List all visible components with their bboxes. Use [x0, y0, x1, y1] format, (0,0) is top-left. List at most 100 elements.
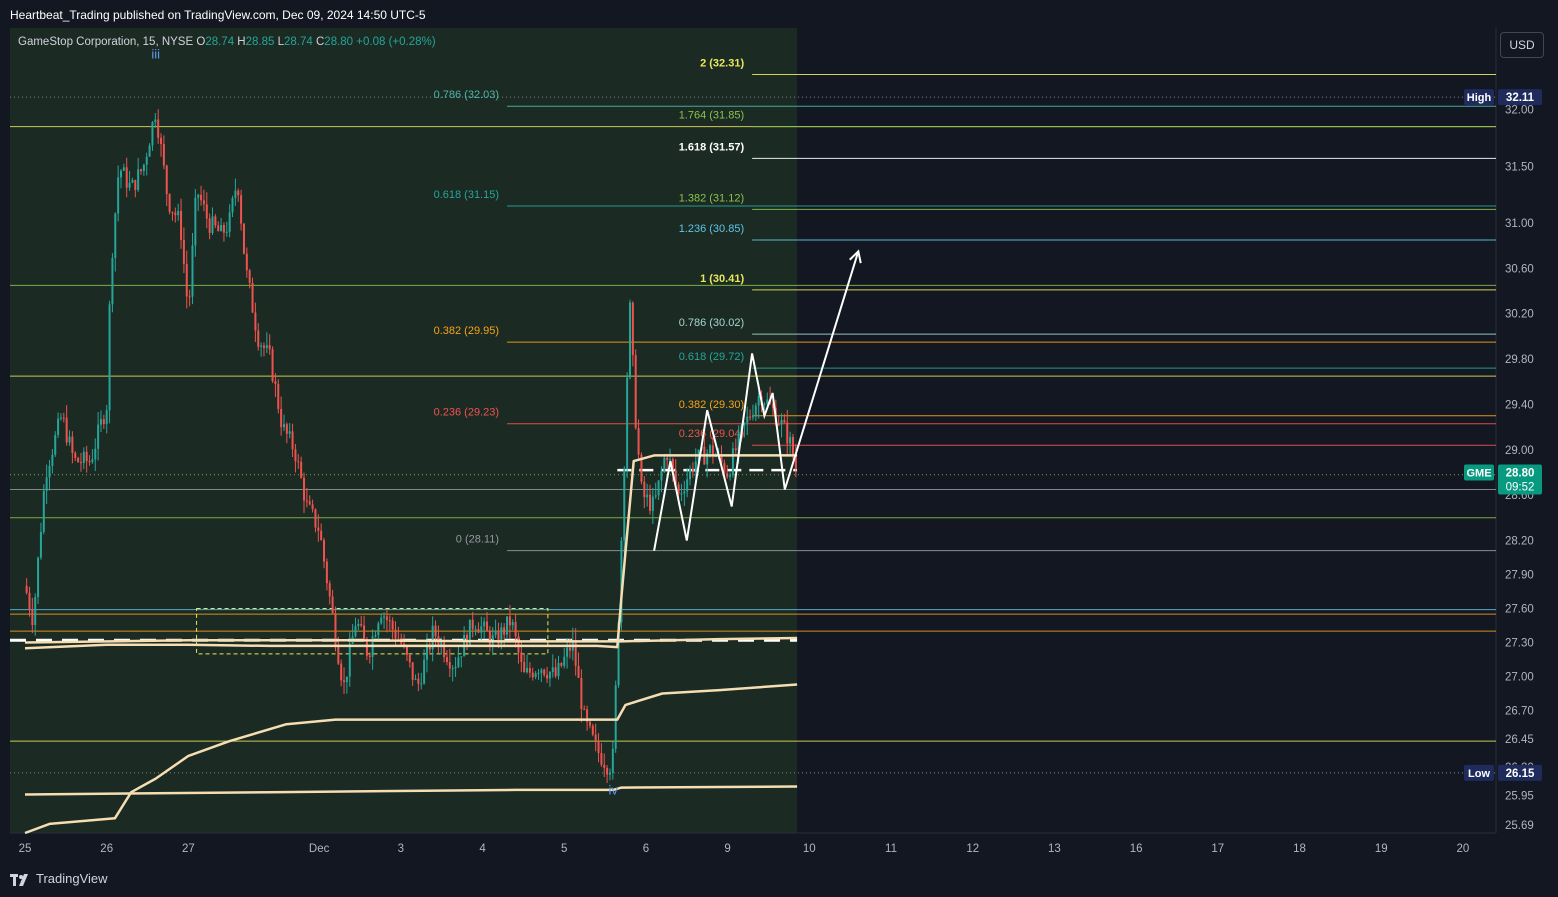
candle[interactable]: [280, 396, 283, 436]
candle[interactable]: [268, 334, 271, 355]
candle[interactable]: [557, 655, 560, 680]
candle[interactable]: [265, 332, 268, 354]
candle[interactable]: [628, 299, 631, 380]
candle[interactable]: [368, 652, 371, 664]
candle[interactable]: [574, 628, 577, 676]
candle[interactable]: [631, 301, 634, 367]
candle[interactable]: [88, 455, 91, 466]
candle[interactable]: [614, 680, 617, 753]
candle[interactable]: [480, 616, 483, 643]
candle[interactable]: [623, 466, 626, 554]
candle[interactable]: [222, 222, 225, 242]
candle[interactable]: [225, 221, 228, 237]
candle[interactable]: [660, 466, 663, 493]
candle[interactable]: [457, 645, 460, 669]
candle[interactable]: [354, 617, 357, 638]
candle[interactable]: [79, 452, 82, 472]
candle[interactable]: [300, 456, 303, 479]
candle[interactable]: [237, 188, 240, 202]
candle[interactable]: [311, 499, 314, 513]
candle[interactable]: [486, 611, 489, 631]
candle[interactable]: [251, 277, 254, 313]
candle[interactable]: [726, 464, 729, 479]
candle[interactable]: [654, 482, 657, 500]
candle[interactable]: [711, 436, 714, 464]
candle[interactable]: [182, 227, 185, 274]
candle[interactable]: [583, 705, 586, 711]
candle[interactable]: [683, 480, 686, 506]
candle[interactable]: [746, 406, 749, 436]
candle[interactable]: [345, 676, 348, 694]
candle[interactable]: [148, 143, 151, 157]
candle[interactable]: [288, 422, 291, 439]
candle[interactable]: [388, 615, 391, 631]
vwap-anchored-2[interactable]: [24, 785, 798, 796]
candle[interactable]: [200, 185, 203, 206]
candle[interactable]: [45, 464, 48, 505]
candle[interactable]: [657, 480, 660, 500]
candle[interactable]: [114, 212, 117, 272]
candle[interactable]: [531, 667, 534, 681]
candle[interactable]: [134, 179, 137, 198]
candle[interactable]: [317, 514, 320, 542]
candle[interactable]: [119, 169, 122, 189]
candle[interactable]: [483, 617, 486, 639]
candle[interactable]: [646, 483, 649, 507]
candle[interactable]: [580, 669, 583, 723]
candle[interactable]: [122, 163, 125, 172]
candle[interactable]: [142, 163, 145, 176]
candle[interactable]: [608, 768, 611, 781]
candle[interactable]: [734, 438, 737, 454]
candle[interactable]: [383, 612, 386, 629]
candle[interactable]: [508, 605, 511, 639]
candle[interactable]: [663, 453, 666, 473]
candle[interactable]: [497, 622, 500, 649]
candle[interactable]: [202, 189, 205, 212]
candle[interactable]: [643, 476, 646, 509]
candle[interactable]: [137, 157, 140, 192]
candle[interactable]: [454, 657, 457, 677]
candle[interactable]: [343, 667, 346, 695]
candle[interactable]: [494, 619, 497, 639]
candle[interactable]: [160, 133, 163, 157]
candle[interactable]: [786, 409, 789, 456]
candle[interactable]: [766, 392, 769, 407]
candle[interactable]: [548, 671, 551, 687]
candle[interactable]: [151, 121, 154, 151]
candle[interactable]: [694, 448, 697, 483]
candle[interactable]: [391, 617, 394, 641]
vwap-band-upper[interactable]: [24, 636, 798, 644]
candle[interactable]: [188, 289, 191, 307]
candle[interactable]: [543, 668, 546, 678]
candle[interactable]: [277, 379, 280, 414]
candle[interactable]: [254, 302, 257, 342]
candle[interactable]: [448, 648, 451, 677]
candle[interactable]: [325, 558, 328, 591]
candle[interactable]: [111, 253, 114, 313]
candle[interactable]: [174, 207, 177, 223]
candle[interactable]: [794, 444, 797, 478]
candle[interactable]: [234, 178, 237, 206]
candle[interactable]: [600, 743, 603, 767]
candle[interactable]: [248, 268, 251, 289]
candle[interactable]: [205, 192, 208, 229]
candle[interactable]: [471, 611, 474, 638]
candle[interactable]: [320, 523, 323, 541]
candle[interactable]: [37, 556, 40, 604]
candle[interactable]: [102, 414, 105, 429]
candle[interactable]: [260, 342, 263, 357]
candle[interactable]: [308, 495, 311, 506]
candle[interactable]: [140, 168, 143, 175]
vwap-main[interactable]: [24, 454, 798, 650]
candle[interactable]: [546, 666, 549, 684]
candle[interactable]: [328, 580, 331, 605]
candle[interactable]: [168, 193, 171, 215]
candle[interactable]: [162, 135, 165, 170]
candle[interactable]: [566, 637, 569, 669]
candle[interactable]: [39, 522, 42, 560]
candle[interactable]: [245, 247, 248, 278]
consolidation-box[interactable]: [196, 608, 549, 655]
candle[interactable]: [445, 650, 448, 666]
candle[interactable]: [626, 372, 629, 479]
